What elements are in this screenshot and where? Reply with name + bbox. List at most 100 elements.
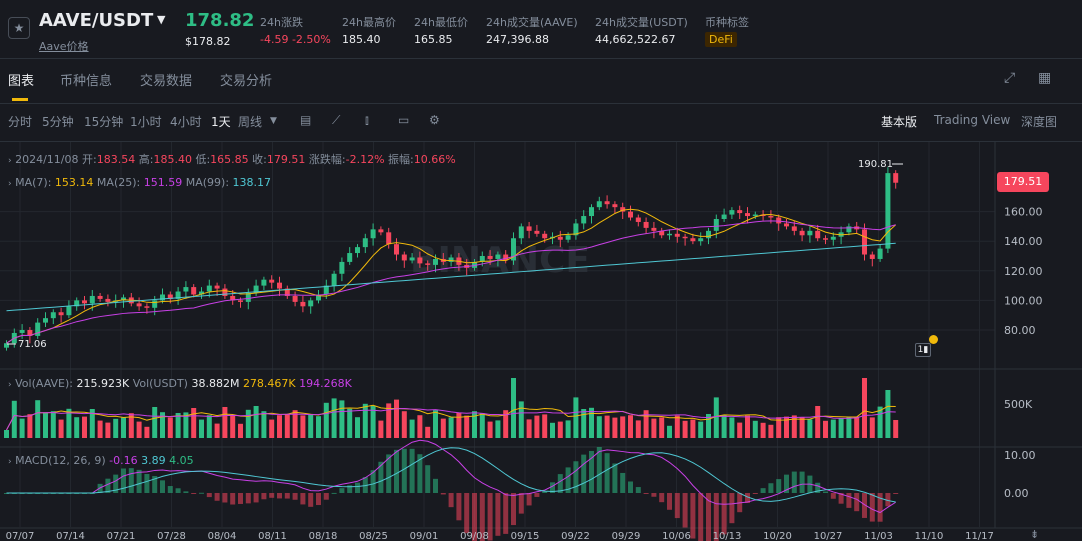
view-tradingview[interactable]: Trading View <box>934 113 1011 127</box>
candle-body <box>355 247 360 254</box>
candle-body <box>526 226 532 231</box>
macd-histogram-bar <box>378 461 384 493</box>
macd-histogram-bar <box>261 493 267 500</box>
candle-body <box>323 285 329 295</box>
tab-coin-info[interactable]: 币种信息 <box>60 74 113 89</box>
expand-icon[interactable]: ⤢ <box>1004 70 1016 86</box>
tab-chart[interactable]: 图表 <box>8 74 35 89</box>
settings-gear-icon[interactable]: ⚙ <box>429 113 440 127</box>
view-depth[interactable]: 深度图 <box>1021 115 1058 129</box>
collapse-chevron-icon[interactable]: › <box>8 457 12 467</box>
stat-label-24h-high: 24h最高价 <box>342 16 396 29</box>
collapse-chevron-icon[interactable]: › <box>8 156 12 166</box>
macd-histogram-bar <box>713 493 719 541</box>
interval-15m[interactable]: 15分钟 <box>84 115 124 129</box>
vol-label: Vol(AAVE): <box>15 377 73 390</box>
date-axis-label: 08/11 <box>258 531 287 541</box>
interval-time[interactable]: 分时 <box>8 115 33 129</box>
interval-week[interactable]: 周线 <box>238 115 263 129</box>
volume-bar <box>581 409 587 438</box>
tradingview-logo-icon[interactable]: 1▮ <box>915 343 931 357</box>
macd-histogram-bar <box>885 493 891 507</box>
macd-histogram-bar <box>479 493 485 541</box>
candle-body <box>401 254 407 261</box>
volume-bar <box>144 426 150 438</box>
macd-histogram-bar <box>690 493 696 539</box>
interval-1h[interactable]: 1小时 <box>130 115 162 129</box>
macd-histogram-bar <box>339 488 345 493</box>
candle-body <box>183 287 189 292</box>
volume-bar <box>128 413 134 438</box>
candle-body <box>674 233 680 237</box>
macd-histogram-bar <box>846 493 852 508</box>
coin-price-link[interactable]: Aave价格 <box>39 40 89 53</box>
interval-4h[interactable]: 4小时 <box>170 115 202 129</box>
volume-bar <box>503 410 509 438</box>
coin-tag-badge[interactable]: DeFi <box>705 32 737 47</box>
chevron-down-icon[interactable]: ▼ <box>270 116 277 126</box>
volume-bar <box>862 378 867 438</box>
date-axis-label: 10/13 <box>713 531 742 541</box>
macd-histogram-bar <box>776 479 782 493</box>
price-chart[interactable]: BINANCE 160.00140.00120.00100.0080.0007/… <box>0 142 1082 541</box>
candle-body <box>261 279 267 286</box>
candle-body <box>807 230 813 236</box>
candle-body <box>799 230 805 236</box>
view-basic[interactable]: 基本版 <box>881 115 918 129</box>
macd-histogram-bar <box>573 461 579 493</box>
interval-1d[interactable]: 1天 <box>211 115 231 129</box>
candle-body <box>815 230 821 239</box>
volume-bar <box>830 419 836 438</box>
collapse-chevron-icon[interactable]: › <box>8 179 12 189</box>
chevron-down-icon[interactable]: ▼ <box>157 13 166 26</box>
volume-bar <box>511 378 516 438</box>
macd-histogram-bar <box>784 474 789 493</box>
candlestick-icon[interactable]: ⫾ <box>365 113 369 127</box>
volume-bar <box>472 411 477 438</box>
candle-body <box>862 229 867 255</box>
macd-histogram-bar <box>417 454 423 493</box>
macd-histogram-bar <box>698 493 704 541</box>
candle-body <box>269 279 275 283</box>
candle-body <box>635 217 641 222</box>
macd-histogram-bar <box>830 493 836 499</box>
volume-axis-label: 500K <box>1004 398 1033 411</box>
macd-histogram-bar <box>854 493 860 512</box>
volume-bar <box>35 400 41 438</box>
tab-trading-analysis[interactable]: 交易分析 <box>220 74 273 89</box>
volume-bar <box>206 415 212 438</box>
volume-bar <box>89 409 95 438</box>
macd-histogram-bar <box>292 493 298 500</box>
candle-body <box>651 227 657 231</box>
macd-histogram-bar <box>199 492 204 494</box>
interval-5m[interactable]: 5分钟 <box>42 115 74 129</box>
candle-body <box>27 330 33 336</box>
collapse-chevron-icon[interactable]: › <box>8 380 12 390</box>
volume-bar <box>596 416 602 438</box>
macd-histogram-bar <box>659 493 665 503</box>
volume-bar <box>136 421 142 438</box>
line-chart-icon[interactable]: ⟋ <box>332 113 341 127</box>
candle-body <box>253 285 259 293</box>
volume-bar <box>690 419 696 438</box>
volume-bar <box>651 418 657 438</box>
volume-bar <box>760 422 766 438</box>
indicator-icon[interactable]: ▭ <box>398 113 410 127</box>
scroll-to-end-icon[interactable]: ⇟ <box>1030 528 1040 541</box>
layout-grid-icon[interactable]: ▦ <box>1038 70 1052 86</box>
volume-bar <box>674 415 680 438</box>
symbol-title[interactable]: AAVE/USDT <box>39 10 154 31</box>
macd-histogram-bar <box>433 478 438 493</box>
macd-histogram-bar <box>105 478 111 493</box>
candle-body <box>534 230 540 234</box>
macd-histogram-bar <box>815 482 821 493</box>
macd-histogram-bar <box>355 482 360 493</box>
volume-bar <box>230 415 236 438</box>
macd-histogram-bar <box>487 493 493 541</box>
price-axis-label: 160.00 <box>1004 206 1043 219</box>
favorite-star-icon[interactable]: ★ <box>8 17 30 39</box>
tab-trading-data[interactable]: 交易数据 <box>140 74 193 89</box>
macd-histogram-bar <box>581 454 587 493</box>
calendar-icon[interactable]: ▤ <box>300 113 312 127</box>
volume-bar <box>300 415 306 438</box>
